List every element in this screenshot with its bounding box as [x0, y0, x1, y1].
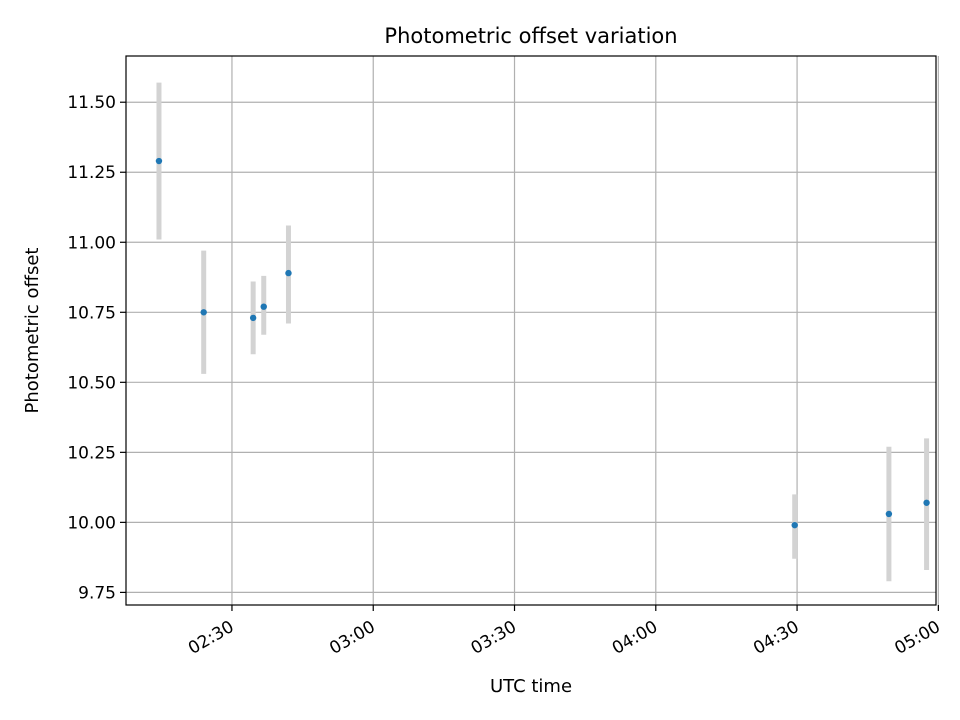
data-point	[200, 309, 207, 316]
y-tick-label: 11.00	[67, 233, 116, 253]
grid-lines	[126, 56, 939, 605]
data-point	[260, 303, 267, 310]
y-tick-label: 9.75	[78, 583, 116, 603]
data-point	[923, 499, 930, 506]
data-point	[885, 510, 893, 518]
y-axis-label: Photometric offset	[22, 248, 43, 414]
data-point	[285, 269, 292, 277]
y-tick-label: 10.50	[67, 373, 116, 393]
y-tick-label: 10.75	[67, 303, 116, 323]
data-point	[155, 157, 163, 165]
x-axis-label: UTC time	[490, 676, 572, 697]
y-tick-label: 10.00	[67, 513, 116, 533]
data-point	[249, 314, 257, 322]
y-tick-label: 10.25	[67, 443, 116, 463]
data-points	[155, 157, 930, 529]
y-axis-ticks: 9.75 10.00 10.25 10.50 10.75 11.00 11.25 11.50	[67, 93, 126, 603]
data-point	[791, 521, 798, 529]
plot-frame	[125, 55, 937, 606]
y-tick-label: 11.50	[67, 93, 116, 113]
y-tick-label: 11.25	[67, 163, 116, 183]
chart-title: Photometric offset variation	[384, 24, 677, 48]
